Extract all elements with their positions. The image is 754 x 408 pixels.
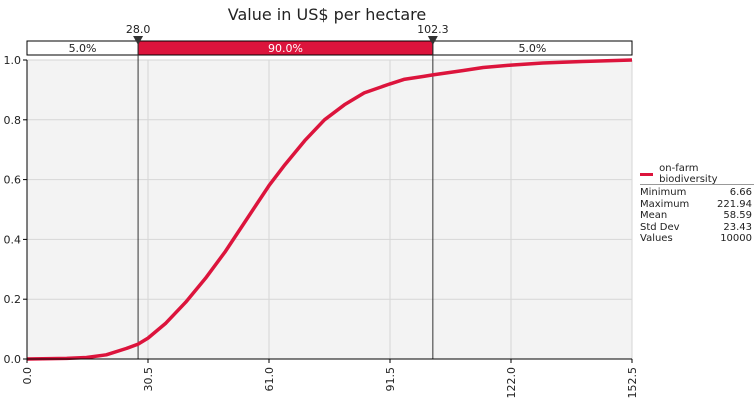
x-tick-label: 122.0 [505,367,518,399]
y-tick-label: 0.4 [4,233,22,246]
stat-row: Minimum 6.66 [640,187,754,199]
delimiter-marker-left[interactable] [133,36,144,45]
delimiter-value-left: 28.0 [126,23,151,36]
delimiter-band: 5.0% 90.0% 5.0% [26,40,633,56]
stat-label: Std Dev [640,221,680,233]
stat-row: Mean 58.59 [640,210,754,222]
band-middle-label: 90.0% [268,42,303,55]
delimiter-value-right: 102.3 [417,23,449,36]
x-tick-label: 30.5 [142,367,155,392]
stat-label: Mean [640,210,668,221]
stat-label: Maximum [640,198,690,210]
series-line-on-farm-biodiversity [26,58,633,361]
stat-row: Maximum 221.94 [640,199,754,211]
band-right-label: 5.0% [518,42,546,55]
band-left-label: 5.0% [69,42,97,55]
stat-value: 10000 [720,233,752,244]
legend-series-label: on-farm biodiversity [659,163,718,185]
y-tick-label: 0.2 [4,293,22,306]
y-tick-label: 0.0 [4,353,22,366]
delimiter-marker-right[interactable] [427,36,438,45]
legend-panel: on-farm biodiversity Minimum 6.66 Maximum 2… [640,163,754,245]
stat-row: Std Dev 23.43 [640,222,754,234]
y-tick-label: 0.8 [4,114,22,127]
stat-value: 58.59 [723,210,752,221]
stat-row: Values 10000 [640,233,754,245]
x-tick-label: 152.5 [626,367,639,399]
delimiter-layer: 28.0 102.3 [126,23,449,359]
x-tick-label: 61.0 [263,367,276,392]
line-layer [26,58,633,361]
stat-value: 6.66 [729,187,752,198]
legend-swatch [640,172,654,176]
stat-label: Values [640,233,673,244]
y-tick-label: 1.0 [4,54,22,67]
x-tick-label: 91.5 [384,367,397,392]
y-tick-label: 0.6 [4,174,22,187]
stat-value: 221.94 [717,198,752,210]
legend-entry: on-farm biodiversity [640,163,754,185]
stats-list: Minimum 6.66 Maximum 221.94 Mean 58.59 Std Dev… [640,187,754,245]
chart-title: Value in US$ per hectare [228,5,426,24]
stat-value: 23.43 [723,221,752,233]
x-tick-label: 0.0 [21,367,34,385]
stat-label: Minimum [640,187,687,198]
plot-area [27,60,632,359]
tick-layer: 0.0 0.2 0.4 0.6 0.8 1.0 0.0 30.5 61.0 91.5 122.0 15… [4,54,640,399]
